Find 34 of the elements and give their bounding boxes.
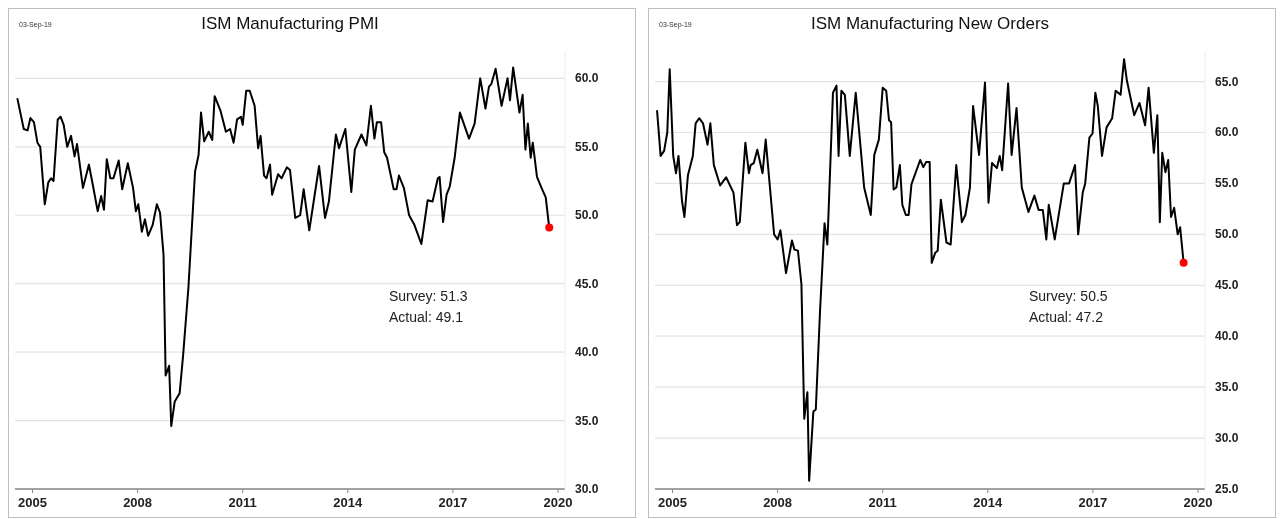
x-tick-label: 2008 xyxy=(763,495,793,510)
annotation: Actual: 47.2 xyxy=(1029,308,1104,325)
y-tick-label: 30.0 xyxy=(575,482,599,496)
annotation: Actual: 49.1 xyxy=(389,308,464,325)
annotation: Survey: 51.3 xyxy=(389,287,468,304)
y-tick-label: 30.0 xyxy=(1215,431,1239,446)
x-tick-label: 2011 xyxy=(228,495,257,510)
x-tick-label: 2014 xyxy=(973,495,1004,510)
x-tick-label: 2005 xyxy=(658,495,687,510)
chart-title: ISM Manufacturing PMI xyxy=(201,14,379,33)
y-tick-label: 25.0 xyxy=(1215,482,1239,496)
x-tick-label: 2008 xyxy=(123,495,153,510)
y-tick-label: 35.0 xyxy=(1215,380,1239,395)
y-tick-label: 35.0 xyxy=(575,413,599,428)
y-tick-label: 60.0 xyxy=(1215,125,1239,140)
annotation: Survey: 50.5 xyxy=(1029,287,1108,304)
x-tick-label: 2020 xyxy=(1183,495,1213,510)
x-tick-label: 2020 xyxy=(543,495,573,510)
y-tick-label: 55.0 xyxy=(575,139,599,154)
x-tick-label: 2011 xyxy=(868,495,897,510)
x-tick-label: 2017 xyxy=(438,495,468,510)
y-tick-label: 50.0 xyxy=(575,208,599,223)
chart-title: ISM Manufacturing New Orders xyxy=(810,14,1050,33)
y-tick-label: 50.0 xyxy=(1215,227,1239,242)
y-tick-label: 60.0 xyxy=(575,71,599,86)
y-tick-label: 45.0 xyxy=(1215,278,1239,293)
y-tick-label: 40.0 xyxy=(1215,329,1239,344)
x-tick-label: 2017 xyxy=(1078,495,1108,510)
y-tick-label: 65.0 xyxy=(1215,74,1239,89)
y-tick-label: 40.0 xyxy=(575,345,599,360)
x-tick-label: 2014 xyxy=(333,495,364,510)
x-tick-label: 2005 xyxy=(18,495,47,510)
y-tick-label: 45.0 xyxy=(575,276,599,291)
y-tick-label: 55.0 xyxy=(1215,176,1239,191)
